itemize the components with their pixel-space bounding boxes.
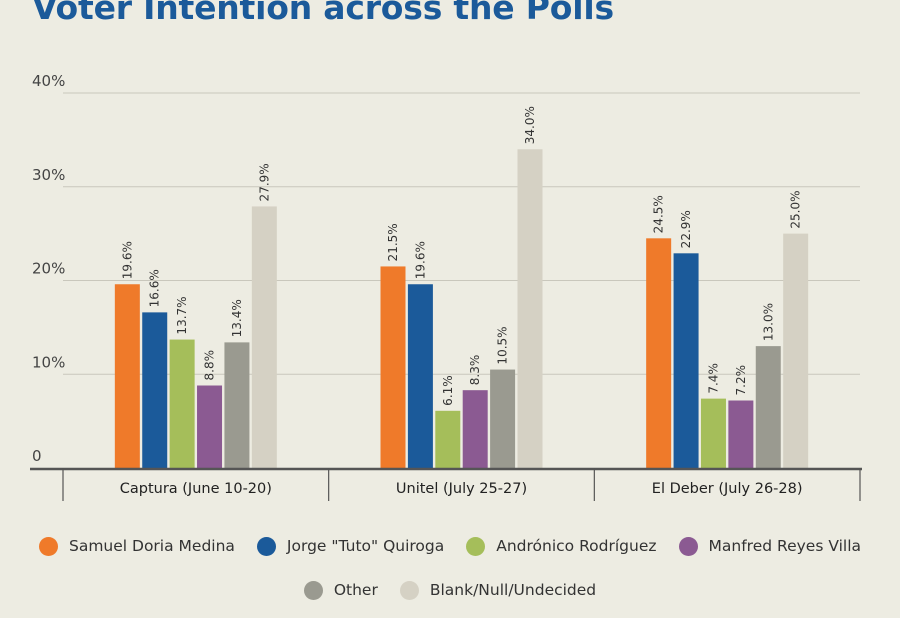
legend-label: Samuel Doria Medina [68,537,235,555]
bar [783,233,809,468]
y-axis-ticks: 0 10% 20% 30% 40% [32,72,65,465]
bar [490,369,516,468]
data-label: 6.1% [441,375,455,406]
bar [755,346,781,468]
category-label: El Deber (July 26-28) [652,481,803,497]
legend-label: Jorge "Tuto" Quiroga [286,537,445,555]
legend-swatch [466,536,486,556]
bar [169,339,195,468]
legend-label: Other [333,581,378,599]
gridlines [63,92,860,375]
data-label: 22.9% [679,210,693,248]
data-label: 34.0% [523,106,537,144]
data-label: 13.7% [175,296,189,334]
data-label: 27.9% [257,163,271,201]
bar [646,238,672,468]
data-label: 8.3% [468,355,482,386]
x-axis: Captura (June 10-20) Unitel (July 25-27) E… [30,467,862,501]
data-label: 7.4% [706,363,720,394]
legend-item: Jorge "Tuto" Quiroga [256,536,445,556]
y-tick-label: 10% [32,353,65,371]
legend-item: Samuel Doria Medina [38,536,235,556]
legend-item: Other [303,580,378,600]
legend-swatch [678,536,698,556]
bar [380,266,406,468]
bars [114,149,809,468]
data-label: 7.2% [734,365,748,396]
legend-item: Andrónico Rodríguez [466,536,657,556]
legend-row: Other Blank/Null/Undecided [0,574,900,606]
y-tick-label: 20% [32,260,65,278]
chart-title: Voter Intention across the Polls [32,0,614,27]
legend: Samuel Doria Medina Jorge "Tuto" Quiroga A… [0,530,900,618]
data-label: 21.5% [386,223,400,261]
data-label: 8.8% [203,350,217,381]
y-tick-label: 0 [32,447,42,465]
legend-row: Samuel Doria Medina Jorge "Tuto" Quiroga A… [0,530,900,562]
data-label: 19.6% [413,241,427,279]
data-label: 16.6% [148,269,162,307]
legend-item: Manfred Reyes Villa [678,536,862,556]
legend-item: Blank/Null/Undecided [399,580,597,600]
legend-swatch [303,580,323,600]
bar [407,284,433,468]
y-tick-label: 30% [32,166,65,184]
data-label: 13.4% [230,299,244,337]
bar [114,284,140,468]
bar [224,342,250,468]
bar [197,385,223,468]
bar [728,400,754,468]
bar-chart: 0 10% 20% 30% 40% 19.6% 16.6% 13.7% 8.8% 13.4% 27… [30,72,862,501]
data-label: 13.0% [761,303,775,341]
data-label: 10.5% [496,326,510,364]
value-labels: 19.6% 16.6% 13.7% 8.8% 13.4% 27.9% 21.5% 19.6% 6… [120,106,802,406]
legend-swatch [256,536,276,556]
legend-swatch [399,580,419,600]
bar [142,312,168,468]
bar [700,398,726,468]
data-label: 24.5% [652,195,666,233]
y-tick-label: 40% [32,72,65,90]
legend-label: Manfred Reyes Villa [708,537,862,555]
bar [435,410,461,468]
bar [517,149,543,468]
bar [251,206,277,468]
data-label: 25.0% [789,191,803,229]
legend-label: Blank/Null/Undecided [429,581,597,599]
data-label: 19.6% [120,241,134,279]
bar [673,253,699,468]
category-label: Captura (June 10-20) [120,481,272,497]
legend-swatch [38,536,58,556]
category-label: Unitel (July 25-27) [396,481,527,497]
bar [462,390,488,468]
legend-label: Andrónico Rodríguez [496,537,657,555]
